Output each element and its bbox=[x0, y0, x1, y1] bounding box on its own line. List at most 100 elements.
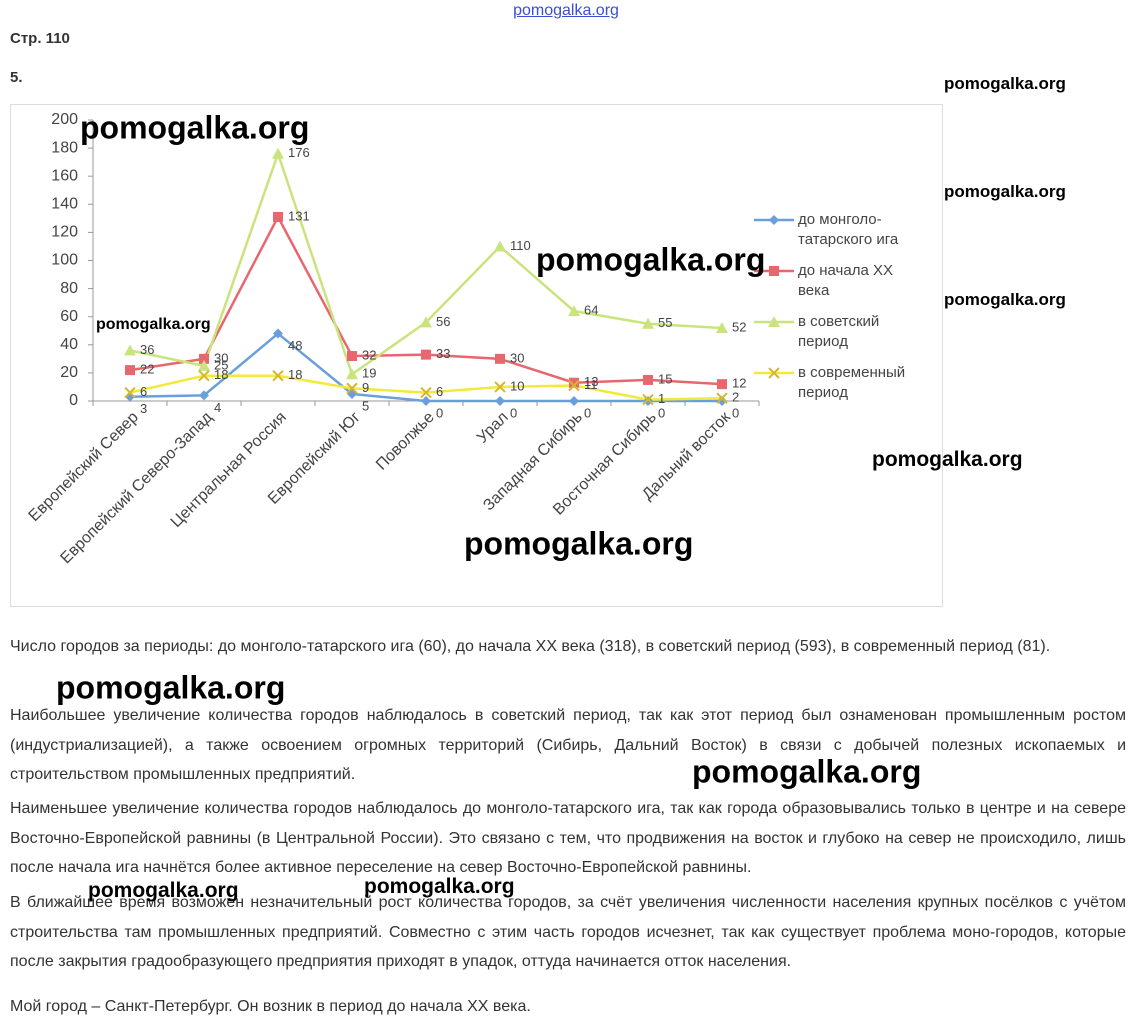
y-tick-label: 160 bbox=[51, 167, 78, 184]
data-point bbox=[568, 305, 580, 317]
data-point bbox=[420, 316, 432, 328]
data-label: 25 bbox=[214, 357, 228, 372]
y-tick-label: 140 bbox=[51, 196, 78, 213]
data-label: 33 bbox=[436, 346, 450, 361]
data-point bbox=[124, 386, 136, 399]
data-label: 2 bbox=[732, 390, 739, 405]
page-number: Стр. 110 bbox=[10, 30, 70, 47]
y-tick-label: 200 bbox=[51, 111, 78, 128]
watermark: pomogalka.org bbox=[96, 316, 211, 333]
data-point bbox=[198, 370, 210, 382]
data-label: 1 bbox=[658, 391, 665, 406]
data-point bbox=[346, 368, 358, 380]
data-point bbox=[272, 370, 284, 382]
watermark: pomogalka.org bbox=[80, 109, 310, 146]
data-label: 13 bbox=[584, 374, 598, 389]
data-point bbox=[569, 377, 579, 388]
y-tick-label: 180 bbox=[51, 139, 78, 156]
data-label: 110 bbox=[510, 238, 531, 253]
data-point bbox=[420, 386, 432, 399]
x-tick-label: Урал bbox=[474, 409, 512, 447]
watermark: pomogalka.org bbox=[944, 182, 1066, 201]
chart-frame bbox=[10, 104, 943, 607]
legend-label: до монголо-татарского ига bbox=[798, 211, 899, 248]
legend-label: до начала XX века bbox=[798, 262, 893, 299]
data-label: 4 bbox=[214, 400, 221, 415]
legend-label: в современный период bbox=[798, 364, 906, 401]
data-point bbox=[273, 328, 283, 339]
data-label: 56 bbox=[436, 314, 450, 329]
x-tick-label: Поволжье bbox=[373, 409, 438, 474]
data-point bbox=[421, 396, 431, 406]
x-tick-label: Европейский Северо-Запад bbox=[57, 408, 216, 567]
data-label: 0 bbox=[436, 405, 443, 420]
data-point bbox=[717, 379, 727, 390]
y-tick-label: 40 bbox=[60, 336, 78, 353]
y-tick-label: 80 bbox=[60, 280, 78, 297]
watermark: pomogalka.org bbox=[872, 448, 1023, 471]
data-point bbox=[495, 396, 505, 406]
data-label: 10 bbox=[510, 378, 524, 393]
data-label: 18 bbox=[288, 367, 302, 382]
data-point bbox=[272, 147, 284, 159]
data-label: 11 bbox=[584, 377, 598, 392]
y-tick-label: 20 bbox=[60, 364, 78, 381]
data-point bbox=[273, 211, 283, 222]
data-label: 0 bbox=[732, 405, 739, 420]
watermark: pomogalka.org bbox=[536, 241, 766, 278]
data-label: 3 bbox=[140, 401, 147, 416]
legend-key bbox=[754, 367, 794, 379]
data-point bbox=[568, 379, 580, 392]
legend-key bbox=[754, 215, 794, 225]
watermark: pomogalka.org bbox=[364, 875, 515, 898]
legend-key bbox=[754, 316, 794, 327]
data-label: 55 bbox=[658, 315, 672, 330]
data-label: 131 bbox=[288, 208, 310, 223]
data-label: 30 bbox=[510, 350, 524, 365]
y-tick-label: 0 bbox=[69, 392, 78, 409]
paragraph: Мой город – Санкт-Петербург. Он возник в… bbox=[10, 998, 531, 1015]
data-label: 48 bbox=[288, 338, 302, 353]
data-point bbox=[768, 316, 780, 327]
data-point bbox=[494, 240, 506, 252]
data-point bbox=[769, 215, 779, 225]
data-point bbox=[125, 365, 135, 376]
data-label: 0 bbox=[658, 405, 665, 420]
data-label: 64 bbox=[584, 303, 598, 318]
data-point bbox=[495, 353, 505, 364]
data-point bbox=[346, 382, 358, 395]
data-point bbox=[768, 367, 780, 379]
data-label: 52 bbox=[732, 319, 746, 334]
data-label: 5 bbox=[362, 398, 369, 413]
y-tick-label: 120 bbox=[51, 224, 78, 241]
site-link[interactable]: pomogalka.org bbox=[513, 2, 619, 19]
data-point bbox=[642, 393, 654, 406]
watermark: pomogalka.org bbox=[56, 669, 286, 706]
data-label: 6 bbox=[436, 384, 443, 399]
watermark: pomogalka.org bbox=[944, 290, 1066, 309]
watermark: pomogalka.org bbox=[692, 753, 922, 790]
data-label: 36 bbox=[140, 342, 154, 357]
watermark: pomogalka.org bbox=[944, 74, 1066, 93]
data-point bbox=[494, 381, 506, 393]
paragraph: Наибольшее увеличение количества городов… bbox=[10, 707, 1126, 783]
data-point bbox=[769, 266, 779, 276]
data-label: 19 bbox=[362, 366, 376, 381]
data-point bbox=[716, 321, 728, 333]
task-number: 5. bbox=[10, 69, 23, 86]
legend-label: в советский период bbox=[798, 313, 880, 350]
data-point bbox=[199, 353, 209, 364]
data-label: 6 bbox=[140, 384, 147, 399]
data-label: 12 bbox=[732, 376, 746, 391]
y-tick-label: 100 bbox=[51, 252, 78, 269]
data-label: 32 bbox=[362, 347, 376, 362]
data-label: 176 bbox=[288, 145, 310, 160]
data-point bbox=[199, 390, 209, 401]
paragraph: Число городов за периоды: до монголо-тат… bbox=[10, 638, 1051, 655]
data-label: 30 bbox=[214, 350, 228, 365]
data-point bbox=[717, 396, 727, 406]
data-point bbox=[642, 317, 654, 329]
data-label: 22 bbox=[140, 362, 154, 377]
data-label: 9 bbox=[362, 380, 369, 395]
